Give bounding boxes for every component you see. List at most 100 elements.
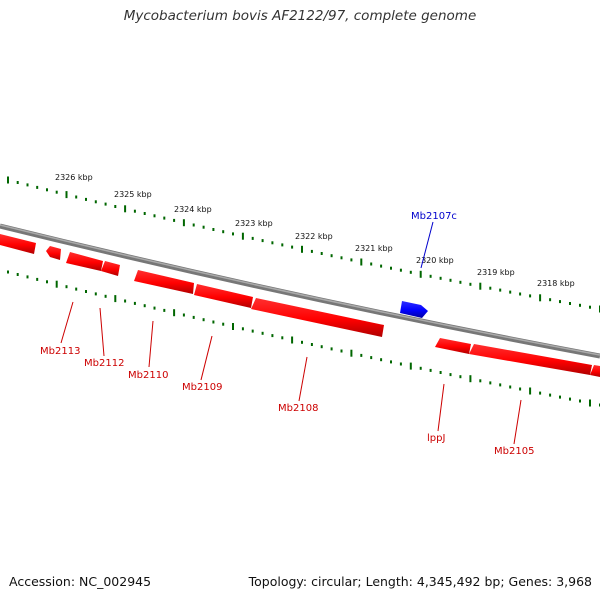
minor-tick <box>489 381 492 385</box>
minor-tick <box>133 209 136 213</box>
gene-label[interactable]: Mb2112 <box>84 358 124 369</box>
minor-tick <box>182 313 185 317</box>
minor-tick <box>36 277 39 281</box>
gene-arrow[interactable] <box>435 338 471 354</box>
minor-tick <box>310 249 313 253</box>
minor-tick <box>439 276 442 280</box>
major-tick <box>55 280 58 288</box>
minor-tick <box>380 264 383 268</box>
minor-tick <box>281 243 284 247</box>
major-tick <box>529 387 532 395</box>
gene-label[interactable]: Mb2105 <box>494 446 534 457</box>
gene-label[interactable]: Mb2109 <box>182 382 222 393</box>
gene-label[interactable]: Mb2110 <box>128 370 168 381</box>
minor-tick <box>579 303 581 307</box>
gene-label[interactable]: lppJ <box>427 433 445 444</box>
minor-tick <box>489 286 492 290</box>
minor-tick <box>75 195 78 199</box>
major-tick <box>114 295 117 303</box>
minor-tick <box>46 280 48 284</box>
minor-tick <box>261 239 264 243</box>
minor-tick <box>559 395 561 399</box>
major-tick <box>124 205 127 213</box>
minor-tick <box>350 258 353 262</box>
minor-tick <box>559 300 561 304</box>
minor-tick <box>589 305 591 309</box>
scale-label: 2319 kbp <box>477 268 515 277</box>
scale-label: 2321 kbp <box>355 244 393 253</box>
minor-tick <box>509 290 512 294</box>
accession-text: Accession: NC_002945 <box>9 574 152 589</box>
minor-tick <box>390 360 392 364</box>
minor-tick <box>310 343 313 346</box>
minor-tick <box>439 371 442 374</box>
gene-arrow[interactable] <box>469 344 592 375</box>
minor-tick <box>529 294 532 298</box>
minor-tick <box>569 397 571 401</box>
genome-backbone <box>0 223 600 359</box>
major-tick <box>65 191 68 199</box>
minor-tick <box>153 306 156 310</box>
gene-arrow[interactable] <box>0 234 36 254</box>
major-tick <box>419 270 422 278</box>
scale-label: 2326 kbp <box>55 173 93 182</box>
gene-arrow[interactable] <box>134 270 194 294</box>
minor-tick <box>202 318 205 322</box>
minor-tick <box>409 270 412 274</box>
gene-label[interactable]: Mb2108 <box>278 403 318 414</box>
minor-tick <box>370 356 373 360</box>
minor-tick <box>251 329 254 333</box>
minor-tick <box>104 294 107 298</box>
scale-label: 2320 kbp <box>416 256 454 265</box>
minor-tick <box>163 216 166 220</box>
minor-tick <box>429 274 432 278</box>
minor-tick <box>579 399 581 403</box>
major-tick <box>232 323 234 330</box>
major-tick <box>350 349 353 357</box>
minor-tick <box>143 304 146 308</box>
minor-tick <box>429 368 432 372</box>
scale-label: 2324 kbp <box>174 205 212 214</box>
gene-arrow[interactable] <box>194 284 253 308</box>
gene-arrow[interactable] <box>251 298 384 337</box>
minor-tick <box>261 331 264 335</box>
minor-tick <box>85 197 87 201</box>
gene-leader-line-blue <box>420 221 434 269</box>
gene-arrow[interactable] <box>400 301 428 318</box>
minor-tick <box>133 301 136 305</box>
minor-tick <box>26 183 29 187</box>
minor-tick <box>281 336 284 340</box>
minor-tick <box>499 288 502 292</box>
minor-tick <box>449 278 452 282</box>
minor-tick <box>459 375 462 379</box>
minor-tick <box>519 387 522 391</box>
minor-tick <box>192 315 195 319</box>
genome-metadata-text: Topology: circular; Length: 4,345,492 bp… <box>248 574 592 589</box>
minor-tick <box>390 266 392 270</box>
gene-leader-lines <box>60 301 522 445</box>
gene-label[interactable]: Mb2113 <box>40 346 80 357</box>
gene-arrow[interactable] <box>101 261 120 276</box>
minor-tick <box>222 322 225 326</box>
minor-tick <box>114 205 117 208</box>
gene-label[interactable]: Mb2107c <box>411 211 457 222</box>
minor-tick <box>143 212 146 215</box>
minor-tick <box>340 256 343 260</box>
minor-tick <box>320 345 323 349</box>
scale-label: 2323 kbp <box>235 219 273 228</box>
minor-tick <box>499 383 502 387</box>
minor-tick <box>419 366 422 370</box>
gene-arrow[interactable] <box>590 365 600 377</box>
minor-tick <box>153 214 156 218</box>
minor-tick <box>251 236 254 240</box>
scale-label: 2322 kbp <box>295 232 333 241</box>
major-tick <box>469 375 472 383</box>
major-tick <box>539 294 542 302</box>
minor-tick <box>94 292 97 296</box>
minor-tick <box>65 285 68 289</box>
gene-arrow[interactable] <box>66 252 103 271</box>
minor-tick <box>449 373 452 377</box>
minor-tick <box>26 275 29 279</box>
minor-tick <box>301 340 303 344</box>
gene-arrow[interactable] <box>46 246 61 260</box>
